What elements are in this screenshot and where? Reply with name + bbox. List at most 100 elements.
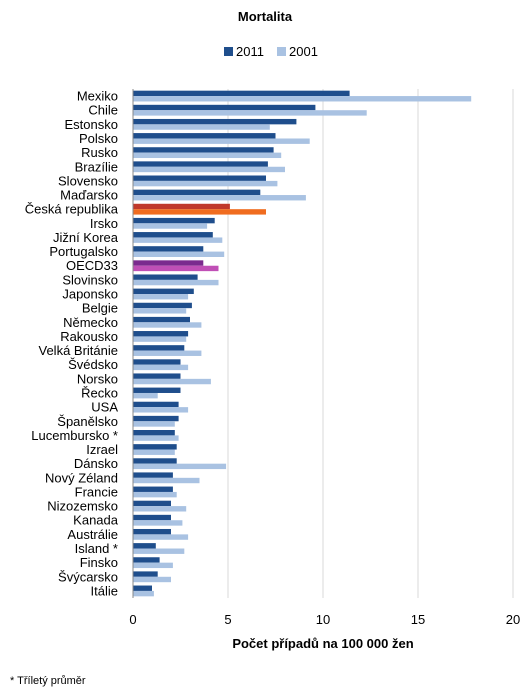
bar-2011 [133,373,181,379]
bar-2011 [133,387,181,393]
bar-2001 [133,590,154,597]
category-label: Portugalsko [49,244,118,259]
category-label: Polsko [79,131,118,146]
category-label: OECD33 [66,258,118,273]
bar-2001 [133,520,183,526]
bar-2011 [133,359,181,365]
bar-2011 [133,316,190,323]
bar-2011 [133,147,274,153]
category-label: Irsko [90,216,118,231]
bar-2001 [133,195,306,201]
category-label: Rakousko [60,329,118,344]
bar-2011 [133,486,173,492]
bar-2001 [133,237,223,243]
category-label: Japonsko [62,287,118,302]
bar-2001 [133,96,472,102]
category-label: Brazílie [75,159,118,174]
bar-2001 [133,364,189,371]
category-label: Finsko [80,555,118,570]
bar-2001 [133,562,173,569]
bar-2011 [133,444,177,450]
bar-2001 [133,350,202,356]
bar-2001 [133,223,208,229]
category-label: Švýcarsko [58,569,118,584]
x-axis-title: Počet případů na 100 000 žen [232,636,413,651]
category-label: Řecko [81,385,118,400]
category-label: Jižní Korea [53,230,119,245]
category-label: Slovensko [58,173,118,188]
category-label: Kanada [73,513,119,528]
category-label: Velká Británie [39,343,119,358]
bar-2001 [133,180,278,187]
legend-label: 2011 [236,44,264,59]
bar-2001 [133,251,225,257]
bar-2001 [133,378,211,385]
bar-2011 [133,585,152,591]
bar-2001 [133,152,282,159]
bar-2001 [133,209,266,215]
category-label: Německo [63,315,118,330]
x-tick-label: 20 [506,612,520,627]
x-tick-label: 10 [316,612,330,627]
category-label: USA [91,400,118,415]
bar-2001 [133,548,185,554]
bar-2001 [133,138,310,144]
legend-label: 2001 [289,44,318,59]
category-label: Estonsko [65,117,118,132]
bar-2011 [133,175,266,181]
bar-2011 [133,528,171,535]
bar-2001 [133,166,285,173]
category-label: Španělsko [57,414,118,429]
bar-2011 [133,415,179,422]
category-label: Nový Zéland [45,470,118,485]
category-label: Austrálie [67,527,118,542]
bar-2001 [133,463,227,470]
category-label: Izrael [86,442,118,457]
category-label: Maďarsko [60,188,118,203]
bar-2011 [133,90,350,97]
category-label: Francie [75,484,118,499]
bar-2001 [133,491,177,498]
category-label: Rusko [81,145,118,160]
bar-2001 [133,576,171,583]
category-label: Nizozemsko [47,499,118,514]
legend-swatch [224,47,233,56]
bar-2011 [133,189,261,196]
bar-2001 [133,124,270,130]
bar-2011 [133,302,192,309]
bar-2011 [133,118,297,125]
bar-2011 [133,288,194,295]
bar-2001 [133,336,187,342]
category-label: Dánsko [74,456,118,471]
category-labels: MexikoChileEstonskoPolskoRuskoBrazílieSl… [25,89,119,599]
bar-2001 [133,265,219,272]
gridlines [227,89,514,598]
category-label: Itálie [91,583,118,598]
bar-2011 [133,331,189,337]
bar-2011 [133,430,175,436]
bar-2001 [133,308,187,314]
footnote: * Tříletý průměr [10,675,86,687]
x-tick-label: 15 [411,612,425,627]
bar-2011 [133,133,276,139]
x-tick-labels: 0 5 10 15 20 [129,612,520,627]
category-label: Česká republika [25,202,119,217]
bar-2011 [133,557,160,563]
category-label: Slovinsko [62,272,118,287]
bar-2011 [133,203,230,210]
bar-2011 [133,232,213,238]
category-label: Belgie [82,301,118,316]
bar-2001 [133,392,158,399]
bar-2001 [133,506,187,512]
bar-2011 [133,401,179,408]
bar-2011 [133,571,158,577]
bar-2011 [133,345,185,351]
category-label: Norsko [77,371,118,386]
bar-2011 [133,274,198,280]
bar-2011 [133,104,316,111]
bar-2001 [133,322,202,328]
category-label: Lucembursko * [31,428,118,443]
bar-2011 [133,260,204,266]
bar-2001 [133,534,189,540]
